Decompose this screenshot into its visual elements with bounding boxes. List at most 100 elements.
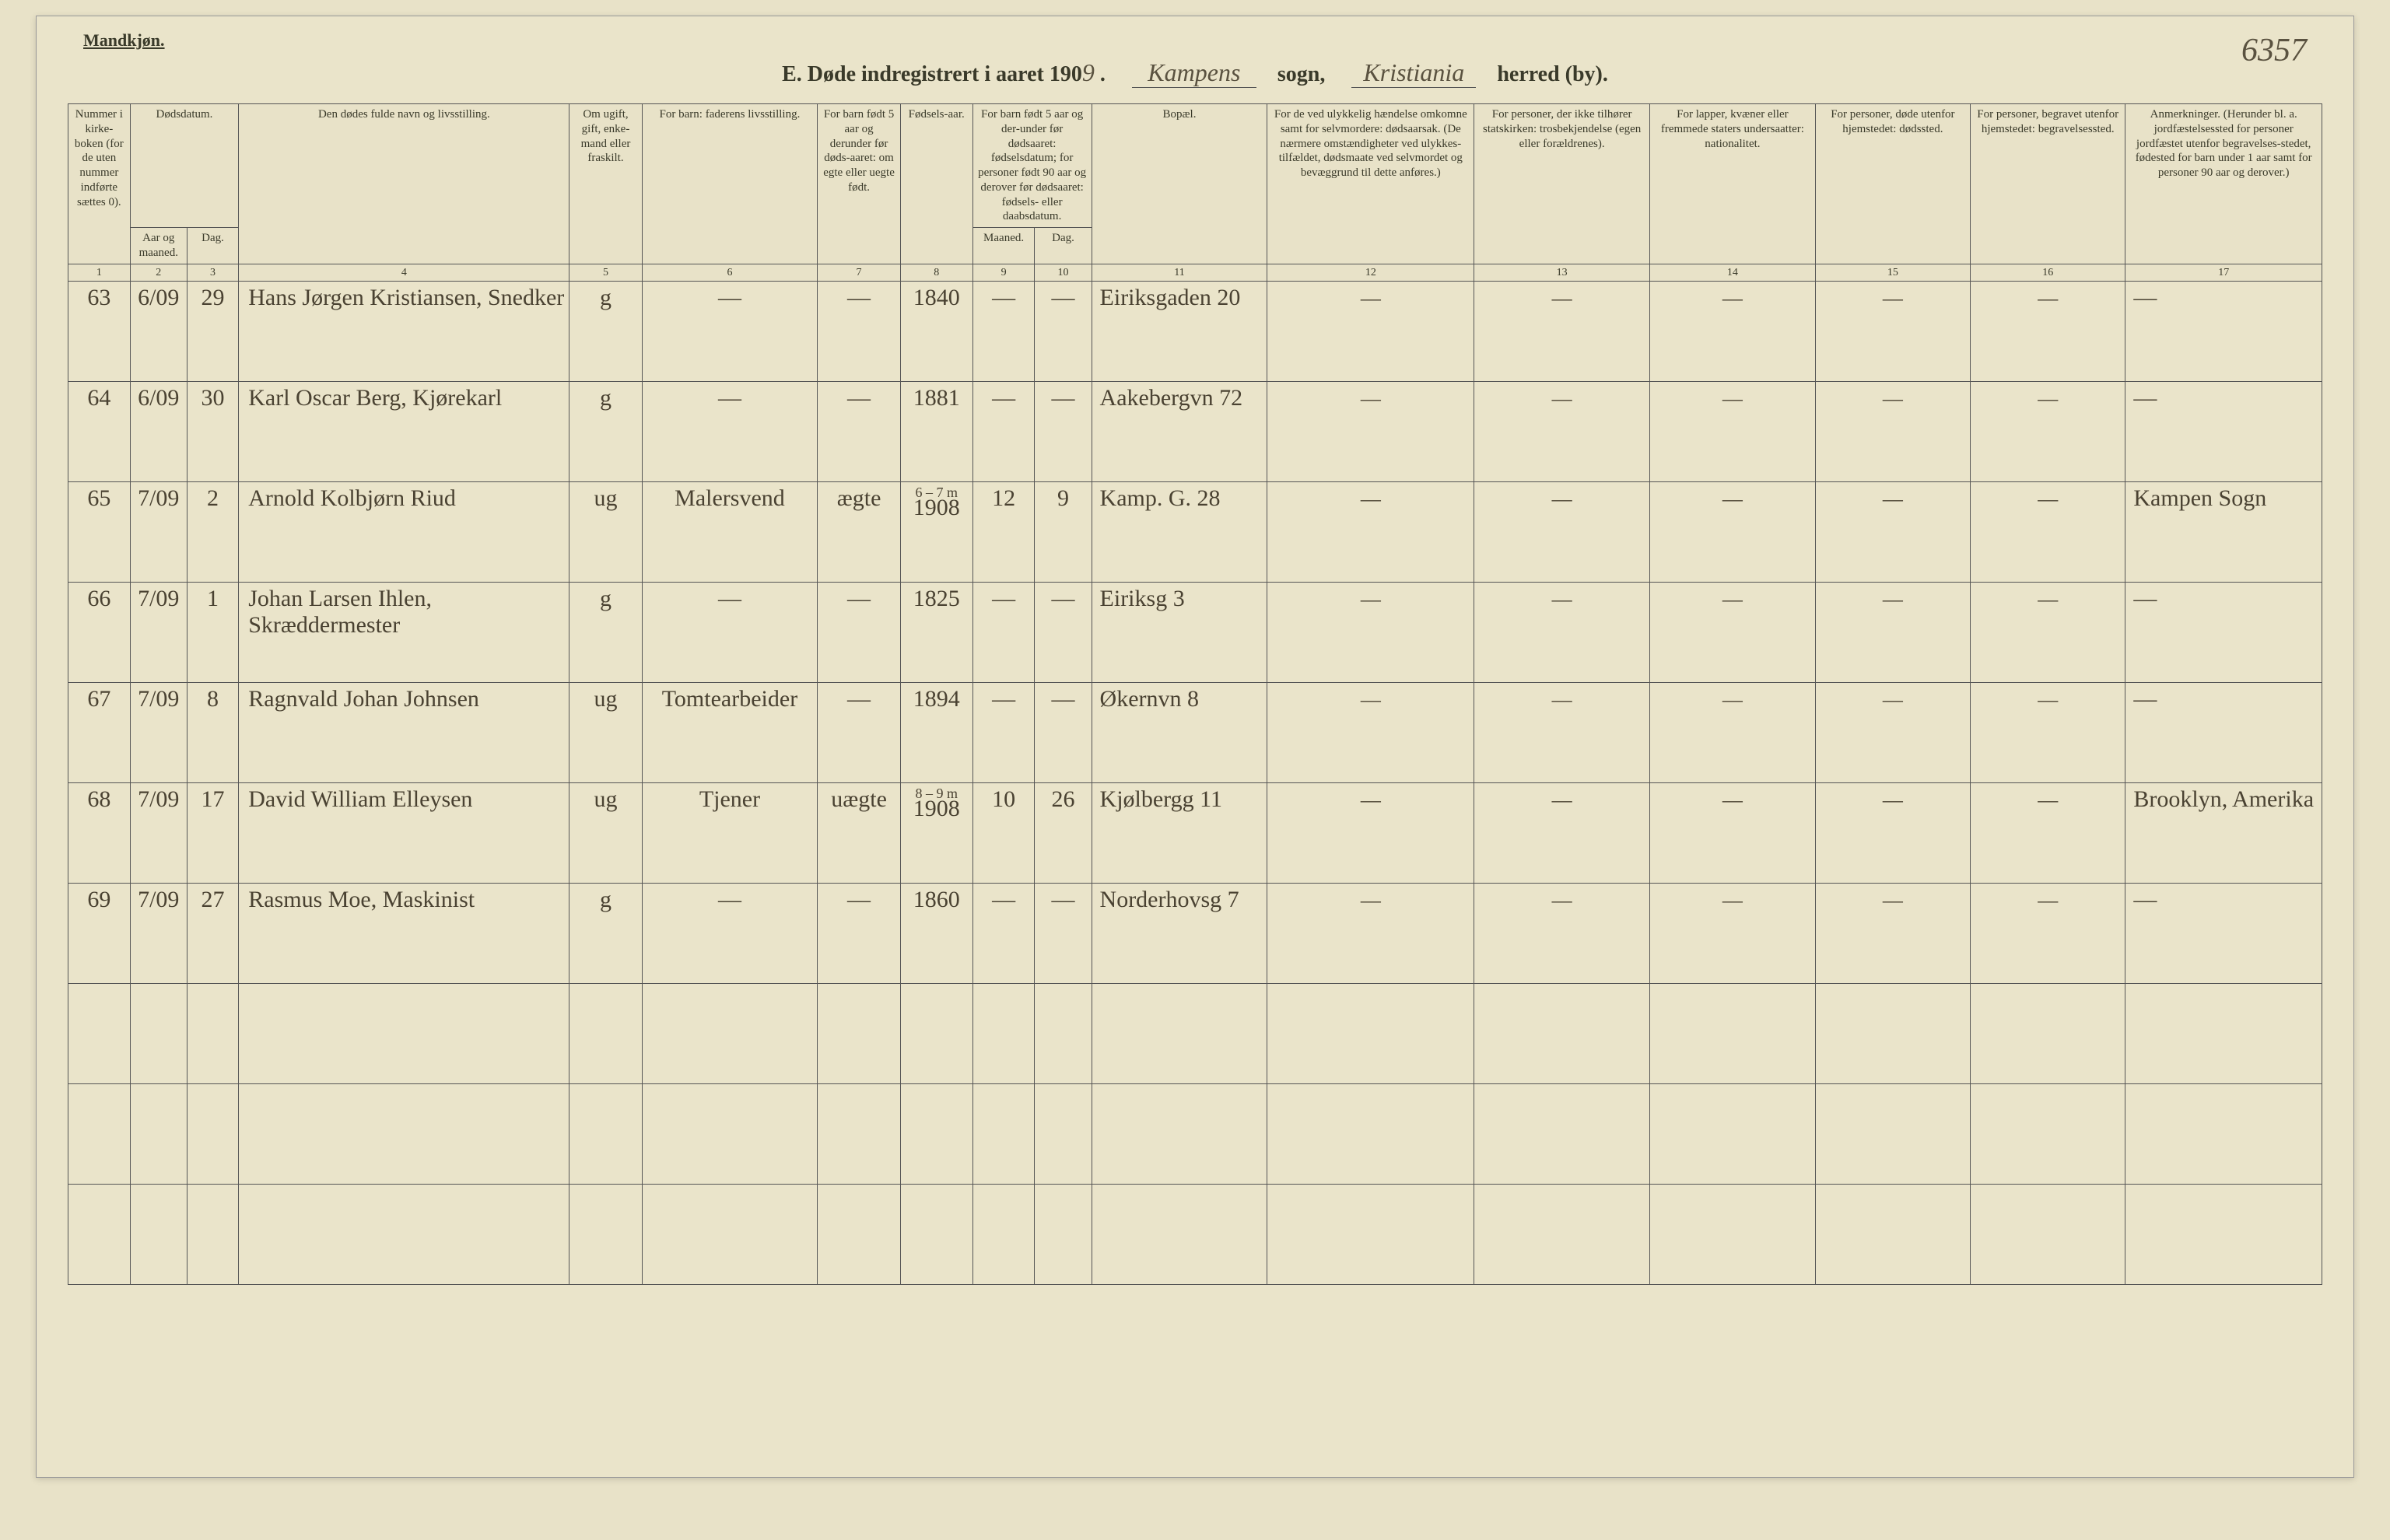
cell-blank <box>1035 984 1092 1084</box>
cell: ug <box>569 482 642 583</box>
cell-blank <box>239 1084 569 1185</box>
cell: — <box>1035 382 1092 482</box>
cell: Norderhovsg 7 <box>1092 884 1267 984</box>
cell-blank <box>900 1185 972 1285</box>
cell: David William Elleysen <box>239 783 569 884</box>
colnum: 4 <box>239 264 569 282</box>
cell: 1894 <box>900 683 972 783</box>
cell-blank <box>972 1185 1035 1285</box>
table-row: 646/0930Karl Oscar Berg, Kjørekarlg——188… <box>68 382 2322 482</box>
cell-blank <box>1650 984 1816 1084</box>
cell: — <box>1815 282 1970 382</box>
cell: — <box>1650 382 1816 482</box>
cell-blank <box>1650 1084 1816 1185</box>
cell: 9 <box>1035 482 1092 583</box>
table-row-blank <box>68 1185 2322 1285</box>
col-header-11: Bopæl. <box>1092 104 1267 264</box>
col-header-14: For lapper, kvæner eller fremmede stater… <box>1650 104 1816 264</box>
col-header-9: Maaned. <box>972 228 1035 264</box>
cell: — <box>1971 783 2125 884</box>
cell: — <box>1267 282 1474 382</box>
col-header-3: Dag. <box>187 228 238 264</box>
cell: — <box>1815 382 1970 482</box>
table-head: Nummer i kirke-boken (for de uten nummer… <box>68 104 2322 282</box>
cell: 6 – 7 m1908 <box>900 482 972 583</box>
gender-label: Mandkjøn. <box>83 30 165 51</box>
cell-blank <box>187 1084 238 1185</box>
cell: Johan Larsen Ihlen, Skræddermester <box>239 583 569 683</box>
cell: 67 <box>68 683 131 783</box>
cell: — <box>1650 482 1816 583</box>
cell: — <box>1815 482 1970 583</box>
cell-blank <box>2125 1185 2322 1285</box>
cell: 29 <box>187 282 238 382</box>
cell: — <box>1035 583 1092 683</box>
cell-blank <box>642 1185 818 1285</box>
cell: — <box>2125 583 2322 683</box>
cell-blank <box>68 984 131 1084</box>
cell: — <box>1474 783 1650 884</box>
cell: — <box>2125 282 2322 382</box>
colnum: 12 <box>1267 264 1474 282</box>
cell: — <box>972 382 1035 482</box>
cell: — <box>1971 683 2125 783</box>
colnum: 7 <box>818 264 900 282</box>
cell: — <box>1267 683 1474 783</box>
cell: Kampen Sogn <box>2125 482 2322 583</box>
cell: — <box>1971 282 2125 382</box>
cell-blank <box>239 984 569 1084</box>
cell-blank <box>1815 1084 1970 1185</box>
cell: — <box>1650 583 1816 683</box>
cell: — <box>1971 482 2125 583</box>
cell-blank <box>68 1084 131 1185</box>
cell-blank <box>1267 1084 1474 1185</box>
table-row: 697/0927Rasmus Moe, Maskinistg——1860——No… <box>68 884 2322 984</box>
colnum: 11 <box>1092 264 1267 282</box>
cell: — <box>1474 382 1650 482</box>
cell: Arnold Kolbjørn Riud <box>239 482 569 583</box>
cell: — <box>642 382 818 482</box>
cell: g <box>569 382 642 482</box>
cell: — <box>1474 282 1650 382</box>
cell: 69 <box>68 884 131 984</box>
cell: — <box>972 583 1035 683</box>
col-header-2: Aar og maaned. <box>130 228 187 264</box>
cell-blank <box>1971 1185 2125 1285</box>
cell-blank <box>1092 1185 1267 1285</box>
cell: — <box>972 282 1035 382</box>
col-header-date-top: Dødsdatum. <box>130 104 239 228</box>
table-row: 687/0917David William ElleysenugTjeneruæ… <box>68 783 2322 884</box>
cell-blank <box>818 1084 900 1185</box>
col-header-10: Dag. <box>1035 228 1092 264</box>
cell-blank <box>1474 1084 1650 1185</box>
colnum: 3 <box>187 264 238 282</box>
district-name: Kristiania <box>1351 58 1476 88</box>
cell: — <box>1815 583 1970 683</box>
cell: Brooklyn, Amerika <box>2125 783 2322 884</box>
cell: 1881 <box>900 382 972 482</box>
cell-blank <box>1035 1185 1092 1285</box>
parish-name: Kampens <box>1132 58 1256 88</box>
cell-blank <box>1474 1185 1650 1285</box>
cell-blank <box>569 1084 642 1185</box>
cell: — <box>1815 683 1970 783</box>
cell: — <box>642 884 818 984</box>
cell-blank <box>1971 1084 2125 1185</box>
cell: Kjølbergg 11 <box>1092 783 1267 884</box>
death-register-table: Nummer i kirke-boken (for de uten nummer… <box>68 103 2322 1285</box>
cell: — <box>1650 884 1816 984</box>
col-header-4: Den dødes fulde navn og livsstilling. <box>239 104 569 264</box>
cell: 66 <box>68 583 131 683</box>
cell-blank <box>1474 984 1650 1084</box>
colnum: 2 <box>130 264 187 282</box>
cell: 6/09 <box>130 282 187 382</box>
cell: — <box>2125 683 2322 783</box>
cell: 7/09 <box>130 884 187 984</box>
col-header-birthdate-top: For barn født 5 aar og der-under før død… <box>972 104 1092 228</box>
page-note: 6357 <box>2241 32 2307 69</box>
cell-blank <box>1267 1185 1474 1285</box>
cell: — <box>1267 583 1474 683</box>
cell: 8 – 9 m1908 <box>900 783 972 884</box>
cell-blank <box>68 1185 131 1285</box>
cell: Ragnvald Johan Johnsen <box>239 683 569 783</box>
